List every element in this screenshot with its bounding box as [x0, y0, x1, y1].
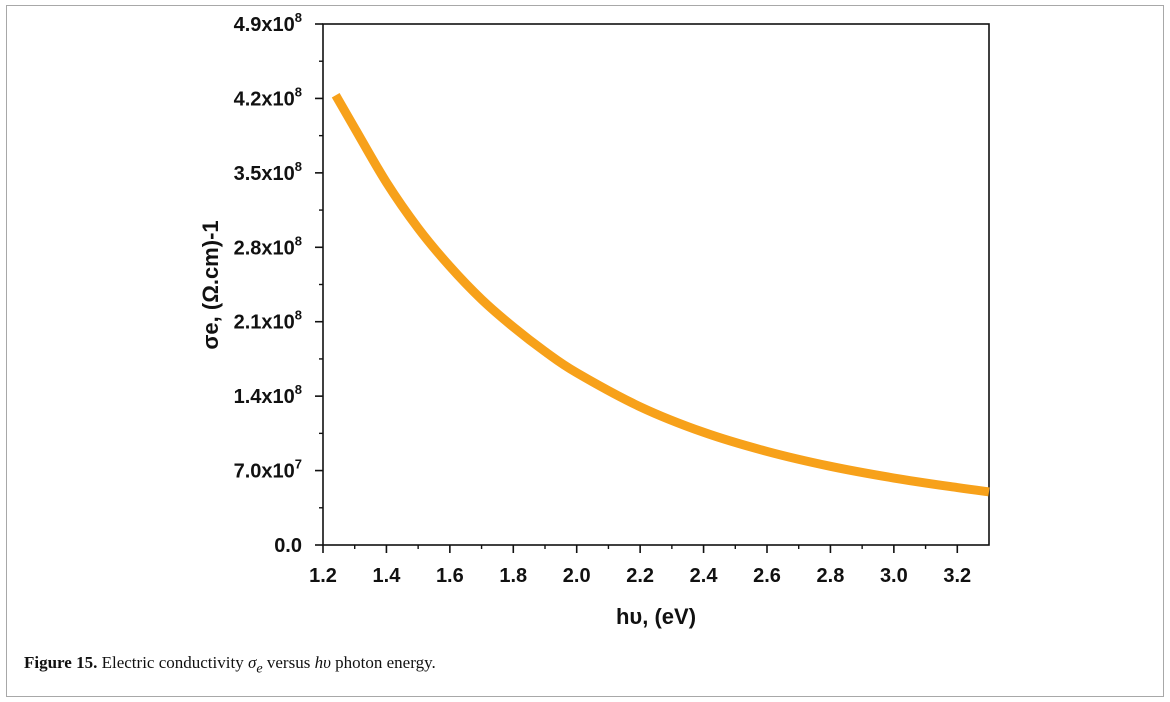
y-tick-label: 1.4x108: [234, 382, 302, 408]
y-tick-label: 2.8x108: [234, 233, 302, 259]
caption-sigma: σ: [247, 653, 257, 672]
x-tick-label: 1.4: [373, 565, 402, 587]
caption-hv: hυ: [314, 653, 331, 672]
y-axis-ticks: 0.0 7.0x107 1.4x108 2.1x108 2.8x108 3.5x108 4.…: [234, 10, 323, 557]
caption-label: Figure 15.: [24, 653, 98, 672]
figure-caption: Figure 15. Electric conductivity σe vers…: [24, 653, 436, 677]
caption-text-1: Electric conductivity: [97, 653, 248, 672]
y-tick-label: 3.5x108: [234, 159, 302, 185]
figure-frame: [6, 5, 1164, 697]
x-tick-label: 3.0: [880, 565, 908, 587]
x-tick-label: 2.0: [563, 565, 591, 587]
plot-area: [322, 23, 990, 546]
y-tick-label: 7.0x107: [234, 457, 302, 483]
x-axis-label: hυ, (eV): [616, 604, 696, 629]
x-tick-label: 2.4: [690, 565, 719, 587]
y-tick-label: 0.0: [274, 535, 302, 557]
x-tick-label: 2.2: [626, 565, 654, 587]
y-tick-label: 4.9x108: [234, 10, 302, 36]
series-line: [331, 92, 990, 497]
x-tick-label: 1.8: [499, 565, 527, 587]
x-tick-label: 2.6: [753, 565, 781, 587]
x-tick-label: 1.6: [436, 565, 464, 587]
y-axis-label: σe, (Ω.cm)-1: [198, 220, 223, 349]
y-tick-label: 2.1x108: [234, 308, 302, 334]
y-tick-label: 4.2x108: [234, 84, 302, 110]
x-axis-ticks: 1.2 1.4 1.6 1.8 2.0 2.2 2.4 2.6 2.8 3.0 3.2: [309, 545, 971, 587]
caption-text-3: photon energy.: [330, 653, 436, 672]
x-tick-label: 2.8: [817, 565, 845, 587]
x-tick-label: 3.2: [943, 565, 971, 587]
x-tick-label: 1.2: [309, 565, 337, 587]
caption-text-2: versus: [262, 653, 315, 672]
caption-sigma-sub: e: [256, 660, 263, 677]
